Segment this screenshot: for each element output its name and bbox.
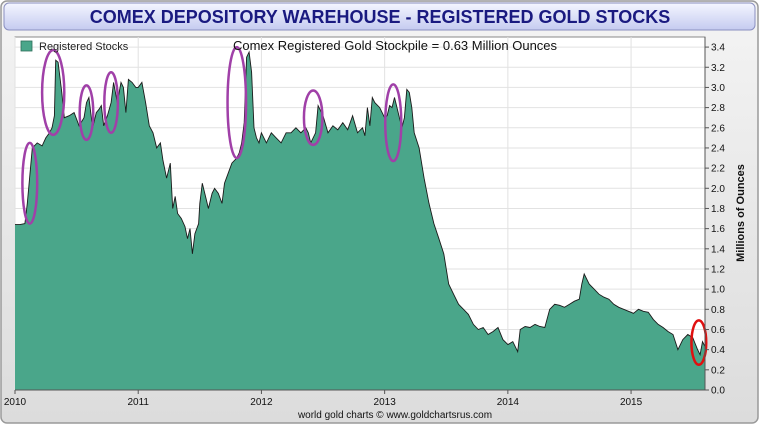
y-tick-label-14: 2.8 <box>711 103 725 114</box>
x-tick-label-5: 2015 <box>620 397 643 408</box>
y-tick-label-12: 2.4 <box>711 143 725 154</box>
y-tick-label-2: 0.4 <box>711 345 725 356</box>
y-tick-label-4: 0.8 <box>711 305 725 316</box>
highlight-ellipse-1 <box>40 48 66 137</box>
footer-credit: world gold charts © www.goldchartsrus.co… <box>297 410 492 421</box>
highlight-ellipse-2 <box>78 84 95 142</box>
y-tick-label-0: 0.0 <box>711 386 725 397</box>
x-tick-label-0: 2010 <box>4 397 27 408</box>
axis-layer: 0.0 0.2 0.4 0.6 0.8 1.0 1.2 1.4 1.6 1.8 2.0 2.2 2.4 2… <box>4 37 725 408</box>
highlight-ellipse-3 <box>103 71 120 135</box>
x-tick-label-3: 2013 <box>374 397 397 408</box>
y-tick-label-5: 1.0 <box>711 285 725 296</box>
x-tick-label-1: 2011 <box>127 397 149 408</box>
y-tick-label-11: 2.2 <box>711 164 725 175</box>
title-banner <box>3 2 756 31</box>
y-tick-label-9: 1.8 <box>711 204 725 215</box>
area-layer <box>15 50 706 390</box>
legend-label: Registered Stocks <box>39 41 129 53</box>
y-tick-label-10: 2.0 <box>711 184 725 195</box>
highlight-ellipse-7 <box>690 319 708 367</box>
y-tick-label-3: 0.6 <box>711 325 725 336</box>
highlight-layer <box>21 45 708 367</box>
chart-title: COMEX DEPOSITORY WAREHOUSE - REGISTERED … <box>90 7 670 27</box>
y-tick-label-13: 2.6 <box>711 123 725 134</box>
series-line-0 <box>15 50 706 357</box>
highlight-ellipse-6 <box>384 83 403 163</box>
series-area-0 <box>15 52 705 390</box>
y-tick-label-16: 3.2 <box>711 63 725 74</box>
y-tick-label-15: 3.0 <box>711 83 725 94</box>
y-tick-label-6: 1.2 <box>711 264 725 275</box>
highlight-ellipse-0 <box>21 141 39 225</box>
highlight-ellipse-5 <box>302 89 324 147</box>
y-axis-label: Millions of Ounces <box>735 164 747 262</box>
y-tick-label-1: 0.2 <box>711 365 725 376</box>
legend-swatch <box>20 40 33 52</box>
x-tick-label-2: 2012 <box>250 397 273 408</box>
y-tick-label-8: 1.6 <box>711 224 725 235</box>
chart-subtitle: Comex Registered Gold Stockpile = 0.63 M… <box>233 38 558 53</box>
y-tick-label-7: 1.4 <box>711 244 725 255</box>
highlight-ellipse-4 <box>226 45 248 160</box>
x-tick-label-4: 2014 <box>497 397 520 408</box>
y-tick-label-17: 3.4 <box>711 43 725 54</box>
